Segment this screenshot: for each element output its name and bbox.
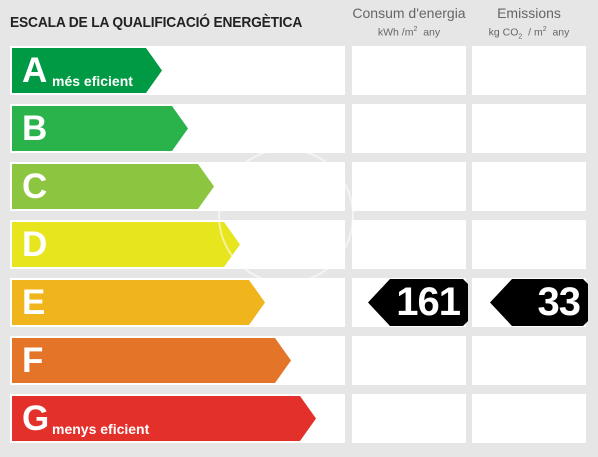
consum-cell-g	[352, 394, 466, 443]
emissions-title: Emissions	[497, 5, 561, 21]
rating-letter: E	[22, 283, 46, 322]
emissions-unit: kg CO2 / m2 any	[488, 26, 570, 41]
emissions-cell-f	[472, 336, 586, 385]
rating-letter: B	[22, 109, 48, 148]
consum-value-badge: 161	[368, 279, 468, 326]
rating-arrow-b: B	[12, 106, 188, 151]
consum-cell-b	[352, 104, 466, 153]
watermark-logo	[218, 148, 354, 284]
rating-letter: C	[22, 167, 48, 206]
page-title: ESCALA DE LA QUALIFICACIÓ ENERGÈTICA	[10, 14, 303, 31]
rating-arrow-d: D	[12, 222, 240, 267]
consum-cell-f	[352, 336, 466, 385]
rating-sublabel: més eficient	[52, 73, 133, 89]
consum-title: Consum d'energia	[352, 5, 466, 21]
emissions-cell-c	[472, 162, 586, 211]
rating-letter: F	[22, 341, 44, 380]
rating-letter: D	[22, 225, 48, 264]
rating-arrow-f: F	[12, 338, 291, 383]
emissions-value-badge: 33	[490, 279, 588, 326]
emissions-value: 33	[537, 280, 581, 324]
emissions-column-header: Emissions kg CO2 / m2 any	[472, 4, 586, 46]
consum-column-header: Consum d'energia kWh /m2 any	[352, 4, 466, 41]
consum-cell-c	[352, 162, 466, 211]
consum-value: 161	[396, 280, 461, 324]
rating-letter: A	[22, 51, 48, 90]
emissions-cell-b	[472, 104, 586, 153]
rating-letter: G	[22, 399, 50, 438]
rating-sublabel: menys eficient	[52, 421, 150, 437]
emissions-cell-g	[472, 394, 586, 443]
rating-arrow-c: C	[12, 164, 214, 209]
emissions-cell-a	[472, 46, 586, 95]
consum-unit: kWh /m2 any	[377, 26, 441, 39]
consum-cell-d	[352, 220, 466, 269]
rating-arrow-e: E	[12, 280, 265, 325]
consum-cell-a	[352, 46, 466, 95]
emissions-cell-d	[472, 220, 586, 269]
